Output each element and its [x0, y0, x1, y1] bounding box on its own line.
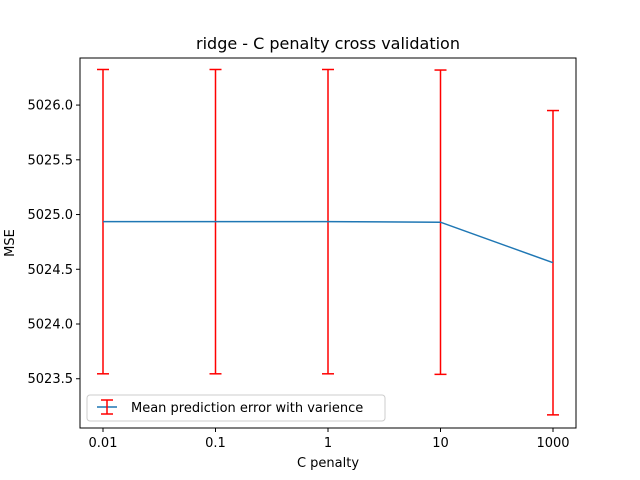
y-tick-label-0: 5023.5	[28, 372, 74, 387]
y-tick-label-1: 5024.0	[28, 318, 74, 333]
y-axis-label: MSE	[3, 229, 18, 257]
legend-swatch	[97, 399, 117, 415]
series-line-0	[103, 220, 554, 264]
y-axis: 5023.5 5024.0 5024.5 5025.0 5025.5 5026.0	[28, 99, 80, 387]
x-tick-label-1: 0.1	[205, 436, 226, 451]
x-tick-label-2: 1	[324, 436, 332, 451]
y-tick-label-5: 5026.0	[28, 99, 74, 114]
series-lines	[103, 220, 554, 264]
y-tick-label-2: 5024.5	[28, 263, 74, 278]
y-tick-label-4: 5025.5	[28, 153, 74, 168]
x-axis-label: C penalty	[297, 456, 359, 471]
x-tick-label-4: 1000	[536, 436, 569, 451]
legend: Mean prediction error with varience	[86, 394, 386, 422]
y-tick-label-3: 5025.0	[28, 208, 74, 223]
legend-box	[86, 394, 386, 422]
plot-frame	[79, 57, 577, 429]
legend-label-0: Mean prediction error with varience	[131, 401, 363, 416]
x-tick-label-3: 10	[432, 436, 449, 451]
chart-title: ridge - C penalty cross validation	[196, 34, 460, 53]
x-tick-label-0: 0.01	[89, 436, 118, 451]
x-axis: 0.01 0.1 1 10 1000	[89, 428, 570, 451]
